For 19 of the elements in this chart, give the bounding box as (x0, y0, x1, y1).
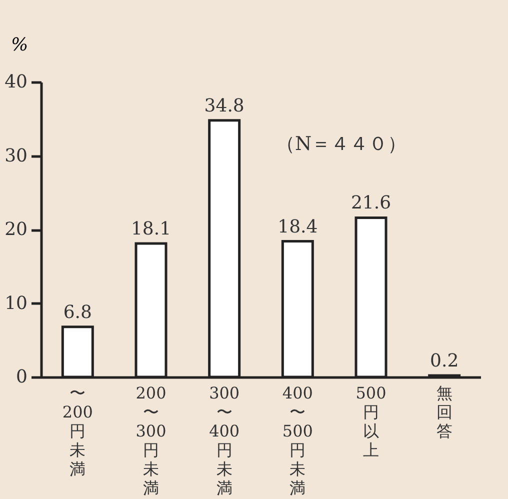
y-axis-title: % (10, 34, 28, 56)
data-label: 21.6 (350, 192, 392, 214)
data-label: 18.4 (278, 216, 318, 238)
data-label: 18.1 (130, 218, 172, 240)
annotation: （N＝４４０） (276, 133, 407, 155)
x-tick-label: 400〜500円未満 (282, 384, 313, 498)
y-tick-label: 40 (4, 72, 28, 92)
data-label: 6.8 (63, 302, 92, 323)
data-label: 34.8 (204, 95, 244, 116)
y-tick-label: 0 (16, 366, 28, 388)
x-tick-label: 200〜300円未満 (136, 384, 166, 498)
y-tick-label: 30 (4, 145, 28, 166)
data-label: 0.2 (430, 350, 459, 372)
x-tick-label: 500円以上 (356, 384, 386, 460)
x-tick-label: 〜200円未満 (62, 384, 93, 478)
x-tick-label: 300〜400円未満 (209, 384, 240, 498)
x-tick-label: 無回答 (436, 384, 452, 440)
y-tick-label: 10 (4, 292, 28, 314)
y-tick-label: 20 (4, 219, 28, 240)
